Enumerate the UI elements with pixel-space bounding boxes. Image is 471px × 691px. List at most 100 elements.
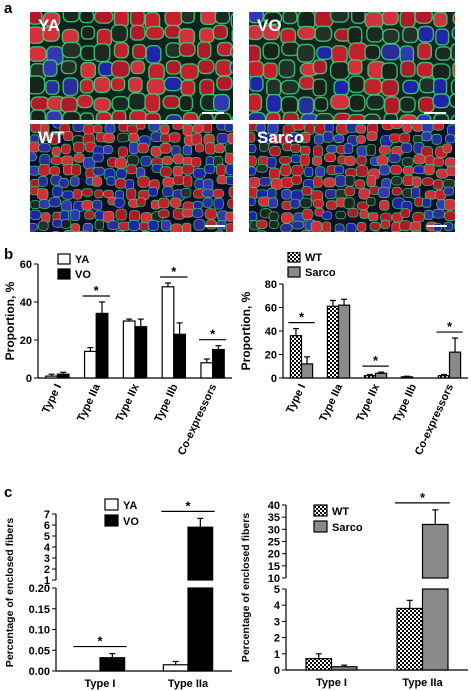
muscle-fiber <box>266 93 282 114</box>
muscle-fiber <box>421 197 432 208</box>
muscle-fiber <box>96 231 104 232</box>
muscle-fiber <box>110 77 126 92</box>
muscle-fiber <box>224 143 233 155</box>
muscle-fiber <box>291 220 305 230</box>
muscle-fiber <box>164 12 183 27</box>
scale-bar <box>424 112 446 114</box>
muscle-fiber <box>400 142 413 153</box>
legend-swatch-sarco <box>287 266 301 278</box>
muscle-fiber <box>113 42 130 59</box>
muscle-fiber <box>147 219 159 231</box>
muscle-fiber <box>37 175 48 187</box>
y-tick-label: 40 <box>20 297 32 309</box>
muscle-fiber <box>300 113 320 120</box>
muscle-fiber <box>249 60 265 78</box>
muscle-fiber <box>197 59 215 75</box>
muscle-fiber <box>391 176 403 186</box>
muscle-fiber <box>145 45 162 64</box>
significance-marker: * <box>94 283 100 298</box>
muscle-fiber <box>402 26 419 44</box>
muscle-fiber <box>412 230 422 232</box>
y-tick-label: 5 <box>44 531 50 543</box>
muscle-fiber <box>450 78 455 96</box>
muscle-fiber <box>201 188 215 198</box>
muscle-fiber <box>192 200 203 210</box>
muscle-fiber <box>204 142 216 155</box>
muscle-fiber <box>182 222 192 232</box>
muscle-fiber <box>347 59 363 75</box>
x-tick-label: Type I <box>284 382 308 415</box>
muscle-fiber <box>331 45 348 65</box>
muscle-fiber <box>230 12 233 29</box>
muscle-fiber <box>214 12 231 25</box>
muscle-fiber <box>343 197 355 210</box>
muscle-fiber <box>140 155 152 167</box>
muscle-fiber <box>262 62 278 80</box>
muscle-fiber <box>215 230 224 232</box>
muscle-fiber <box>129 109 148 120</box>
muscle-fiber <box>432 124 444 131</box>
muscle-fiber <box>73 141 85 154</box>
muscle-fiber <box>443 186 454 196</box>
y-tick-label: 0.00 <box>29 666 50 678</box>
bar-vo <box>95 312 109 379</box>
muscle-fiber <box>348 94 366 112</box>
x-tick-label: Type IIa <box>168 678 209 690</box>
legend-label-vo: VO <box>75 269 91 281</box>
muscle-fiber <box>354 179 366 190</box>
bar-vo <box>134 326 148 379</box>
muscle-fiber <box>203 163 216 174</box>
muscle-fiber <box>169 197 182 208</box>
muscle-fiber <box>212 93 231 112</box>
micrograph-image <box>249 12 455 120</box>
muscle-fiber <box>265 111 281 120</box>
muscle-fiber <box>203 124 213 134</box>
muscle-fiber <box>216 132 229 144</box>
muscle-fiber <box>227 198 233 209</box>
muscle-fiber <box>417 25 435 43</box>
muscle-fiber <box>118 146 128 158</box>
muscle-fiber <box>82 222 93 232</box>
muscle-fiber <box>158 197 170 209</box>
x-tick-label: Type IIx <box>354 381 382 423</box>
muscle-fiber <box>413 153 426 165</box>
muscle-fiber <box>182 124 193 136</box>
muscle-fiber <box>399 96 416 113</box>
muscle-fiber <box>180 79 196 96</box>
muscle-fiber <box>423 163 435 176</box>
muscle-fiber <box>321 221 332 232</box>
muscle-fiber <box>161 156 173 166</box>
bar-vo <box>99 657 126 672</box>
muscle-fiber <box>118 124 129 132</box>
muscle-fiber <box>421 124 434 133</box>
muscle-fiber <box>63 131 74 142</box>
muscle-fiber <box>296 43 316 63</box>
muscle-fiber <box>255 124 266 133</box>
legend-swatch-vo <box>57 268 71 280</box>
muscle-fiber <box>214 143 225 154</box>
muscle-fiber <box>266 157 277 169</box>
muscle-fiber <box>144 93 161 113</box>
x-tick-label: Type I <box>40 382 64 415</box>
muscle-fiber <box>356 135 366 144</box>
muscle-fiber <box>81 230 90 232</box>
micrograph-sarco: Sarco <box>249 124 455 232</box>
muscle-fiber <box>215 163 226 176</box>
muscle-fiber <box>46 110 63 120</box>
muscle-fiber <box>249 196 256 207</box>
muscle-fiber <box>351 12 366 24</box>
muscle-fiber <box>249 155 257 167</box>
muscle-fiber <box>92 152 104 163</box>
muscle-fiber <box>147 186 159 197</box>
bar-vo-upper <box>187 526 214 581</box>
muscle-fiber <box>391 186 403 196</box>
muscle-fiber <box>401 157 414 167</box>
muscle-fiber <box>280 95 299 115</box>
bar-sarco <box>300 363 314 379</box>
muscle-fiber <box>116 132 130 143</box>
muscle-fiber <box>322 131 334 143</box>
y-tick-label: 0 <box>26 373 32 385</box>
muscle-fiber <box>313 145 324 158</box>
muscle-fiber <box>343 143 354 154</box>
